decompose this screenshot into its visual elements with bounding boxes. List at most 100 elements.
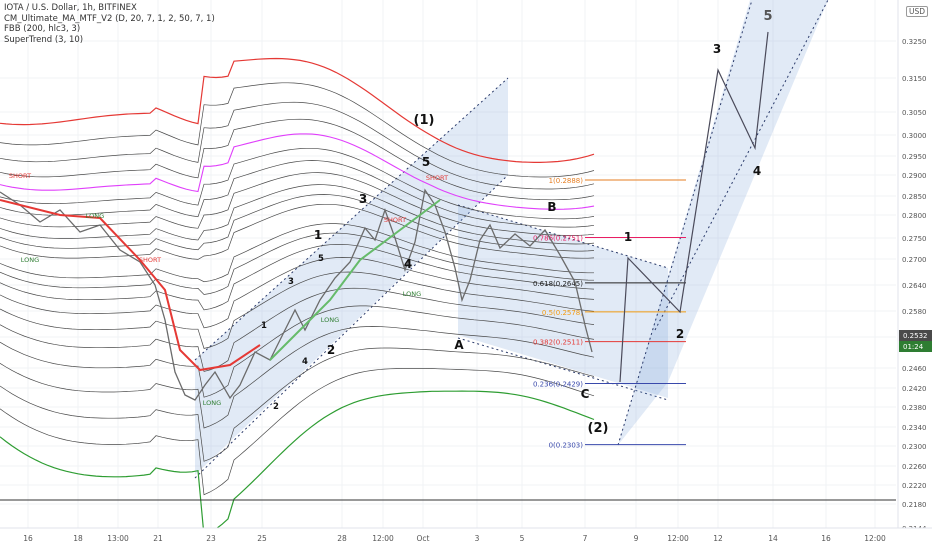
fbb-band-line <box>0 57 595 163</box>
projection-channel-upper <box>654 0 829 331</box>
fbb-band-line <box>0 101 595 190</box>
wave-label-primary: 5 <box>422 155 430 169</box>
wave-label-large-1: (1) <box>414 113 435 128</box>
price-tick-label: 0.2380 <box>902 404 927 412</box>
fib-label: 0.5(0.2578) <box>542 309 583 317</box>
fib-label: 0.236(0.2429) <box>533 381 583 389</box>
time-tick-label: 18 <box>73 534 83 543</box>
fbb-band-line <box>0 244 595 311</box>
projection-path <box>619 31 769 383</box>
long-signal-label: LONG <box>203 399 221 407</box>
price-tick-label: 0.2800 <box>902 212 927 220</box>
wave-label-primary: 1 <box>314 228 322 242</box>
time-tick-label: 14 <box>768 534 778 543</box>
fbb-band-line <box>0 203 595 260</box>
price-tick-label: 0.2460 <box>902 365 927 373</box>
price-badge-bg <box>899 330 932 341</box>
fib-label: 1(0.2888) <box>549 177 584 185</box>
time-tick-label: 12:00 <box>667 534 689 543</box>
fbb-band-line <box>0 160 595 228</box>
currency-badge[interactable]: USD <box>906 6 929 17</box>
time-axis-bg <box>0 528 932 550</box>
impulse-channel-fill <box>195 78 508 475</box>
long-signal-label: LONG <box>321 316 339 324</box>
wave-label-projection: 2 <box>676 327 684 341</box>
fbb-band-line <box>0 133 595 210</box>
correction-channel-lower <box>457 337 669 401</box>
price-tick-label: 0.2750 <box>902 235 927 243</box>
price-tick-label: 0.3000 <box>902 132 927 140</box>
supertrend-down <box>0 199 261 372</box>
fbb-band-line <box>0 390 595 537</box>
time-tick-label: 12:00 <box>372 534 394 543</box>
time-tick-label: 21 <box>153 534 163 543</box>
chart-legend: IOTA / U.S. Dollar, 1h, BITFINEX CM_Ulti… <box>4 3 215 45</box>
fbb-band-line <box>0 147 595 220</box>
fbb-band-line <box>0 271 595 349</box>
price-axis-bg <box>898 0 932 528</box>
price-tick-label: 0.2850 <box>902 193 927 201</box>
price-tick-label: 0.2700 <box>902 256 927 264</box>
time-tick-label: 25 <box>257 534 267 543</box>
time-tick-label: 3 <box>475 534 480 543</box>
indicator-supertrend[interactable]: SuperTrend (3, 10) <box>4 34 84 45</box>
time-tick-label: 23 <box>206 534 216 543</box>
fib-label: 0.786(0.2751) <box>533 235 583 243</box>
fbb-band-line <box>0 223 594 283</box>
fbb-band-line <box>0 305 595 398</box>
fib-label: 0(0.2303) <box>549 442 584 450</box>
price-badge-label: 01:24 <box>903 343 924 351</box>
price-tick-label: 0.2420 <box>902 385 927 393</box>
wave-label-correction: C <box>581 387 590 401</box>
price-tick-label: 0.3250 <box>902 38 927 46</box>
time-tick-label: 16 <box>23 534 33 543</box>
wave-label-projection: 5 <box>763 9 772 24</box>
fbb-band-line <box>0 287 595 372</box>
wave-label-correction: A <box>454 338 464 352</box>
time-axis[interactable]: 16 18 13:00 21 23 25 28 12:00 Oct 3 5 7 9 12:00 12 14 16… <box>0 527 932 550</box>
symbol-title[interactable]: IOTA / U.S. Dollar, 1h, BITFINEX <box>4 3 137 13</box>
indicator-ultimate-ma[interactable]: CM_Ultimate_MA_MTF_V2 (D, 20, 7, 1, 2, 5… <box>4 13 215 24</box>
correction-channel-fill <box>458 205 668 398</box>
channel-layer <box>194 0 829 479</box>
wave-label-correction: B <box>547 200 556 214</box>
price-tick-label: 0.2220 <box>902 482 927 490</box>
price-axis[interactable]: 0.3250 0.3150 0.3050 0.3000 0.2950 0.2900 0.28… <box>897 0 932 550</box>
time-tick-label: Oct <box>417 534 430 543</box>
price-tick-label: 0.2340 <box>902 424 927 432</box>
supertrend-up <box>269 199 441 361</box>
price-tick-label: 0.2900 <box>902 172 927 180</box>
wave-label-large-2: (2) <box>588 421 609 436</box>
correction-channel-upper <box>457 204 669 269</box>
price-tick-label: 0.2300 <box>902 443 927 451</box>
wave-label-sub: 3 <box>288 277 294 287</box>
price-tick-label: 0.3050 <box>902 109 927 117</box>
price-tick-label: 0.3150 <box>902 75 927 83</box>
wave-label-primary: 2 <box>327 343 335 357</box>
wave-label-projection: 3 <box>713 42 721 56</box>
indicator-fbb[interactable]: FBB (200, hlc3, 3) <box>4 24 81 34</box>
fbb-band-line <box>0 118 595 201</box>
wave-label-projection: 1 <box>624 230 632 244</box>
price-badge-bg <box>899 341 932 352</box>
short-signal-label: SHORT <box>139 256 161 264</box>
fib-levels: 1(0.2888) 0.786(0.2751) 0.618(0.2645) 0.5(0… <box>0 177 896 501</box>
time-tick-label: 7 <box>583 534 588 543</box>
fbb-band-line <box>0 194 595 252</box>
fib-label: 0.382(0.2511) <box>533 339 583 347</box>
long-signal-label: LONG <box>86 212 104 220</box>
fbb-band-line <box>0 347 595 462</box>
fbb-band-line <box>0 232 595 295</box>
price-tick-label: 0.2950 <box>902 153 927 161</box>
price-series: LONG LONG LONG LONG LONG SHORT SHORT SHORT SHORT <box>0 31 769 407</box>
price-line <box>0 188 593 401</box>
short-signal-label: SHORT <box>9 172 31 180</box>
long-signal-label: LONG <box>403 290 421 298</box>
wave-label-sub: 2 <box>273 402 279 412</box>
price-tick-label: 0.2640 <box>902 282 927 290</box>
wave-label-sub: 4 <box>302 357 308 367</box>
fbb-band-line <box>0 82 595 178</box>
